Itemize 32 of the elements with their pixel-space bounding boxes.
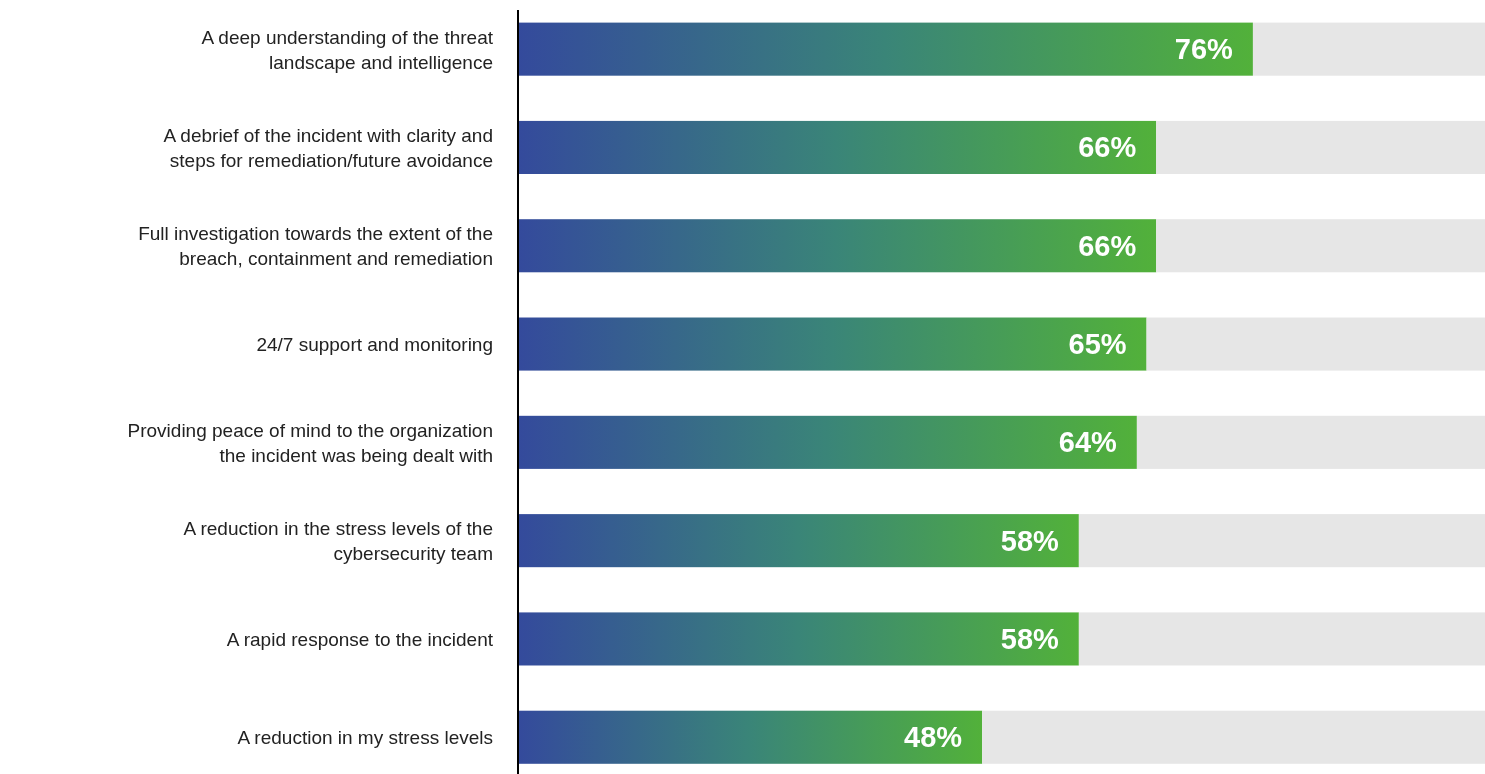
data-label: 76% [1174, 33, 1234, 66]
bar [518, 415, 1137, 469]
y-tick-label: Providing peace of mind to the organization the incident was being dealt with [127, 419, 493, 466]
bar [1146, 317, 1485, 371]
y-tick-label: A reduction in my stress levels [237, 726, 493, 748]
bar [518, 612, 1079, 666]
data-label: 64% [1058, 426, 1118, 459]
data-label: 48% [904, 721, 963, 754]
bar [1156, 219, 1485, 273]
data-label: 65% [1068, 328, 1127, 361]
data-label: 58% [1000, 622, 1060, 655]
y-tick-label: Full investigation towards the extent of the breach, containment and remediation [138, 222, 493, 269]
bar [1252, 22, 1485, 76]
y-tick-label: A rapid response to the incident [226, 628, 494, 650]
bar [1136, 415, 1485, 469]
data-label: 58% [1000, 524, 1060, 557]
bar [518, 22, 1253, 76]
data-label: 66% [1078, 229, 1137, 262]
y-tick-label: A debrief of the incident with clarity and steps for remediation/future avoidance [163, 124, 493, 171]
y-tick-label: A deep understanding of the threat landscape and intelligence [201, 26, 494, 73]
bar [518, 219, 1157, 273]
bar [518, 514, 1079, 568]
bar [1078, 612, 1485, 666]
bar [518, 120, 1157, 174]
y-tick-label: A reduction in the stress levels of the cybersecurity team [183, 517, 493, 564]
bar [1078, 514, 1485, 568]
bar [1156, 120, 1485, 174]
y-tick-label: 24/7 support and monitoring [256, 333, 493, 355]
bar [982, 710, 1485, 764]
data-label: 66% [1078, 131, 1137, 164]
bar [518, 710, 983, 764]
bar [518, 317, 1147, 371]
